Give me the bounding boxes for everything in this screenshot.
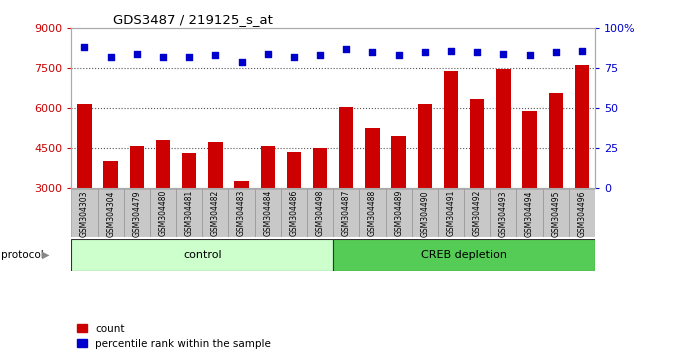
Bar xyxy=(103,161,118,267)
Bar xyxy=(71,189,98,237)
Point xyxy=(236,59,247,65)
Bar xyxy=(365,128,379,267)
Text: GDS3487 / 219125_s_at: GDS3487 / 219125_s_at xyxy=(114,13,273,26)
Text: GSM304486: GSM304486 xyxy=(290,190,299,236)
Bar xyxy=(392,136,406,267)
Point xyxy=(498,51,509,57)
Text: GSM304484: GSM304484 xyxy=(263,190,272,236)
Point xyxy=(184,54,194,60)
Bar xyxy=(517,189,543,237)
Bar xyxy=(156,140,170,267)
Point xyxy=(420,50,430,55)
Point xyxy=(393,53,404,58)
Bar xyxy=(438,189,464,237)
Text: GSM304492: GSM304492 xyxy=(473,190,481,236)
Point xyxy=(472,50,483,55)
Bar xyxy=(176,189,203,237)
Bar xyxy=(235,181,249,267)
Text: CREB depletion: CREB depletion xyxy=(421,250,507,260)
Bar xyxy=(444,71,458,267)
Legend: count, percentile rank within the sample: count, percentile rank within the sample xyxy=(77,324,271,349)
Bar xyxy=(208,143,222,267)
Bar xyxy=(130,147,144,267)
Bar xyxy=(333,189,360,237)
Point xyxy=(341,46,352,52)
Point xyxy=(262,51,273,57)
Bar xyxy=(287,152,301,267)
Bar xyxy=(98,189,124,237)
Text: GSM304489: GSM304489 xyxy=(394,190,403,236)
Text: GSM304498: GSM304498 xyxy=(316,190,324,236)
Bar xyxy=(575,65,589,267)
Text: GSM304494: GSM304494 xyxy=(525,190,534,236)
Bar xyxy=(203,189,228,237)
Text: GSM304496: GSM304496 xyxy=(577,190,586,236)
Point xyxy=(367,50,378,55)
Bar xyxy=(412,189,438,237)
Text: GSM304479: GSM304479 xyxy=(133,190,141,236)
Bar xyxy=(386,189,412,237)
Bar xyxy=(307,189,333,237)
Bar xyxy=(496,69,511,267)
Bar xyxy=(333,239,595,271)
Bar xyxy=(360,189,386,237)
Point xyxy=(577,48,588,53)
Bar xyxy=(522,111,537,267)
Point xyxy=(79,45,90,50)
Bar xyxy=(124,189,150,237)
Point xyxy=(288,54,299,60)
Bar xyxy=(71,239,333,271)
Bar xyxy=(182,153,197,267)
Bar xyxy=(228,189,255,237)
Point xyxy=(131,51,142,57)
Point xyxy=(550,50,561,55)
Text: GSM304481: GSM304481 xyxy=(185,190,194,236)
Bar xyxy=(543,189,568,237)
Text: GSM304480: GSM304480 xyxy=(158,190,167,236)
Text: GSM304483: GSM304483 xyxy=(237,190,246,236)
Text: GSM304482: GSM304482 xyxy=(211,190,220,236)
Text: GSM304491: GSM304491 xyxy=(447,190,456,236)
Point xyxy=(158,54,169,60)
Text: GSM304303: GSM304303 xyxy=(80,190,89,236)
Text: ▶: ▶ xyxy=(42,250,50,260)
Bar xyxy=(313,148,327,267)
Text: GSM304493: GSM304493 xyxy=(499,190,508,236)
Bar xyxy=(549,93,563,267)
Bar xyxy=(281,189,307,237)
Point xyxy=(524,53,535,58)
Point xyxy=(315,53,326,58)
Text: GSM304488: GSM304488 xyxy=(368,190,377,236)
Bar xyxy=(418,104,432,267)
Point xyxy=(105,54,116,60)
Bar xyxy=(150,189,176,237)
Bar xyxy=(464,189,490,237)
Text: protocol: protocol xyxy=(1,250,44,260)
Bar xyxy=(470,99,484,267)
Bar xyxy=(490,189,517,237)
Bar xyxy=(339,107,354,267)
Text: control: control xyxy=(183,250,222,260)
Text: GSM304487: GSM304487 xyxy=(342,190,351,236)
Point xyxy=(445,48,456,53)
Bar xyxy=(260,147,275,267)
Point xyxy=(210,53,221,58)
Bar xyxy=(568,189,595,237)
Bar xyxy=(255,189,281,237)
Bar xyxy=(78,104,92,267)
Text: GSM304490: GSM304490 xyxy=(420,190,429,236)
Text: GSM304495: GSM304495 xyxy=(551,190,560,236)
Text: GSM304304: GSM304304 xyxy=(106,190,115,236)
